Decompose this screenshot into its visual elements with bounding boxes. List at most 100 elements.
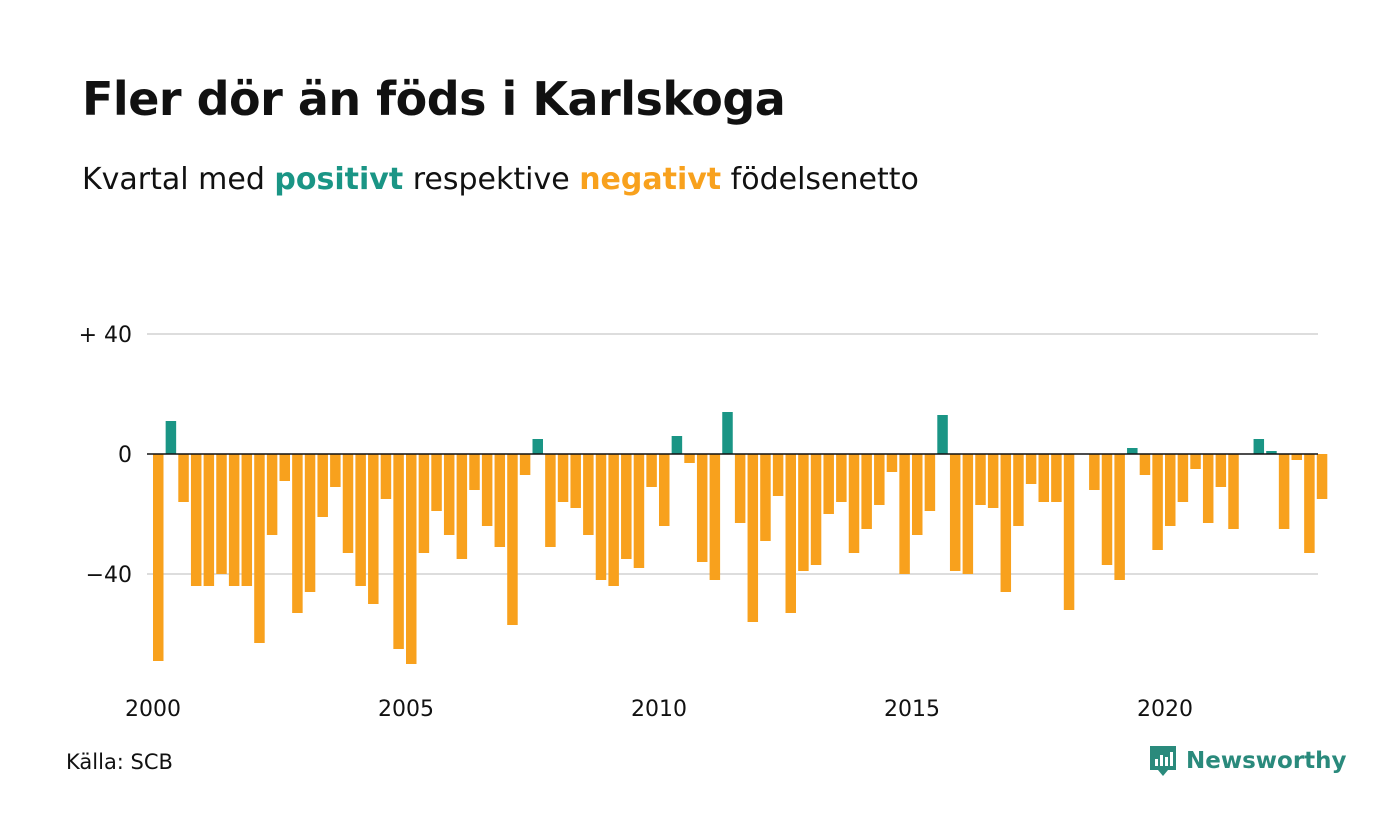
bar <box>1000 454 1012 592</box>
bar <box>1038 454 1049 502</box>
bar <box>342 454 354 553</box>
bar <box>519 454 531 475</box>
y-tick-label: −40 <box>86 563 132 588</box>
newsworthy-logo-icon <box>1150 746 1176 776</box>
bar <box>975 454 986 505</box>
x-tick-label: 2005 <box>378 697 434 722</box>
bar <box>1228 454 1239 529</box>
bar <box>848 454 860 553</box>
bar <box>368 454 379 604</box>
bar <box>747 454 759 622</box>
bar <box>861 454 872 529</box>
bar <box>1139 454 1151 475</box>
bar <box>279 454 290 481</box>
bar <box>330 454 341 487</box>
chart-title: Fler dör än föds i Karlskoga <box>82 72 786 126</box>
bar <box>798 454 809 571</box>
bar <box>722 412 733 454</box>
bar <box>1063 454 1075 610</box>
bar <box>709 454 721 580</box>
bar <box>949 454 961 571</box>
bar <box>608 454 619 586</box>
bar-layer <box>153 412 1328 664</box>
x-tick-label: 2020 <box>1137 697 1193 722</box>
bar <box>557 454 569 502</box>
chart-subtitle: Kvartal med positivt respektive negativt… <box>82 162 919 197</box>
bar <box>1089 454 1100 490</box>
bar <box>1114 454 1125 580</box>
bar <box>621 454 632 559</box>
subtitle-positive-word: positivt <box>274 162 404 197</box>
newsworthy-brand[interactable]: Newsworthy <box>1148 744 1347 778</box>
bar <box>1025 454 1037 484</box>
bar <box>734 454 746 523</box>
bar <box>1266 451 1277 454</box>
x-tick-label: 2000 <box>125 697 181 722</box>
bar <box>355 454 366 586</box>
x-tick-label: 2015 <box>884 697 940 722</box>
bar <box>760 454 771 541</box>
bar <box>810 454 822 565</box>
bar <box>836 454 847 502</box>
bar <box>241 454 253 586</box>
bar <box>696 454 708 562</box>
bar <box>659 454 670 526</box>
subtitle-negative-word: negativt <box>579 162 722 197</box>
axis-layer: + 40 0 −40 2000 2005 2010 2015 2020 <box>79 323 1318 722</box>
bar <box>886 454 898 472</box>
bar <box>874 454 885 505</box>
y-tick-label: 0 <box>118 443 132 468</box>
bar <box>178 454 189 502</box>
bar <box>469 454 480 490</box>
bar <box>646 454 657 487</box>
bar <box>1165 454 1176 526</box>
bar <box>507 454 518 625</box>
bar <box>418 454 430 553</box>
source-label: Källa: SCB <box>66 750 173 774</box>
bar <box>190 454 202 586</box>
subtitle-text-3: födelsenetto <box>721 162 919 197</box>
bar <box>987 454 999 508</box>
bar <box>912 454 923 535</box>
bar <box>545 454 556 547</box>
bar <box>785 454 796 613</box>
bar <box>924 454 936 511</box>
bar <box>431 454 442 511</box>
bar <box>937 415 948 454</box>
bar <box>1190 454 1201 469</box>
brand-name: Newsworthy <box>1186 748 1347 774</box>
bar <box>595 454 607 580</box>
bar <box>266 454 278 535</box>
bar <box>772 454 784 496</box>
bar <box>1304 454 1315 553</box>
bar <box>1202 454 1214 523</box>
bar <box>671 436 683 454</box>
bar <box>292 454 303 613</box>
bar <box>823 454 834 514</box>
bar <box>1152 454 1163 550</box>
y-tick-label: + 40 <box>79 323 132 348</box>
bar <box>216 454 227 574</box>
bar <box>1278 454 1290 529</box>
bar <box>317 454 328 517</box>
bar <box>1051 454 1062 502</box>
bar <box>380 454 392 499</box>
bar <box>1316 454 1328 499</box>
bar <box>1215 454 1227 487</box>
bar <box>1101 454 1113 565</box>
bar <box>1291 454 1302 460</box>
bar <box>962 454 974 574</box>
bar <box>583 454 594 535</box>
bar <box>165 421 177 454</box>
bar <box>393 454 404 649</box>
bar <box>228 454 240 586</box>
bar <box>481 454 493 526</box>
subtitle-text-1: Kvartal med <box>82 162 275 197</box>
bar <box>1253 439 1265 454</box>
bar <box>494 454 506 547</box>
bar <box>1013 454 1024 526</box>
bar <box>406 454 417 664</box>
x-tick-label: 2010 <box>631 697 687 722</box>
bar <box>456 454 468 559</box>
